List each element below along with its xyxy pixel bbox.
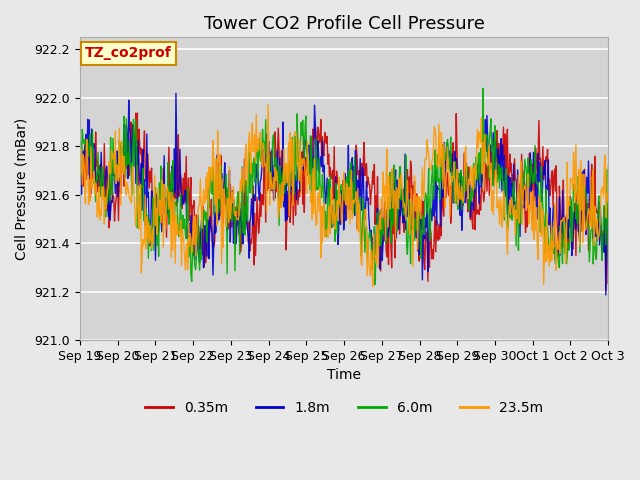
23.5m [217,181,225,187]
1.8m [162,196,170,202]
23.5m [248,120,256,126]
23.5m [369,284,376,289]
X-axis label: Time: Time [327,369,361,383]
23.5m [264,102,272,108]
6.0m [217,163,225,168]
1.8m [556,194,563,200]
Line: 0.35m: 0.35m [80,113,608,290]
0.35m [218,191,225,197]
23.5m [556,251,564,256]
0.35m [249,183,257,189]
6.0m [556,223,564,229]
6.0m [76,162,84,168]
6.0m [91,178,99,184]
6.0m [371,282,379,288]
6.0m [479,85,487,91]
Line: 6.0m: 6.0m [80,88,608,285]
Line: 1.8m: 1.8m [80,93,608,295]
1.8m [249,222,257,228]
0.35m [163,234,170,240]
23.5m [76,170,84,176]
Title: Tower CO2 Profile Cell Pressure: Tower CO2 Profile Cell Pressure [204,15,484,33]
Line: 23.5m: 23.5m [80,105,608,287]
6.0m [248,193,256,199]
6.0m [522,169,530,175]
1.8m [604,210,612,216]
23.5m [522,205,530,211]
Text: TZ_co2prof: TZ_co2prof [85,47,172,60]
0.35m [556,183,563,189]
23.5m [91,192,99,197]
6.0m [162,201,170,207]
1.8m [172,90,180,96]
6.0m [604,257,612,263]
0.35m [522,229,529,235]
0.35m [91,184,99,190]
Y-axis label: Cell Pressure (mBar): Cell Pressure (mBar) [15,118,29,260]
1.8m [522,197,529,203]
0.35m [132,110,140,116]
1.8m [218,170,225,176]
0.35m [76,182,84,188]
1.8m [76,193,84,199]
23.5m [604,162,612,168]
0.35m [604,281,612,287]
Legend: 0.35m, 1.8m, 6.0m, 23.5m: 0.35m, 1.8m, 6.0m, 23.5m [140,396,548,421]
1.8m [91,146,99,152]
23.5m [162,226,170,231]
0.35m [602,288,610,293]
1.8m [602,292,610,298]
